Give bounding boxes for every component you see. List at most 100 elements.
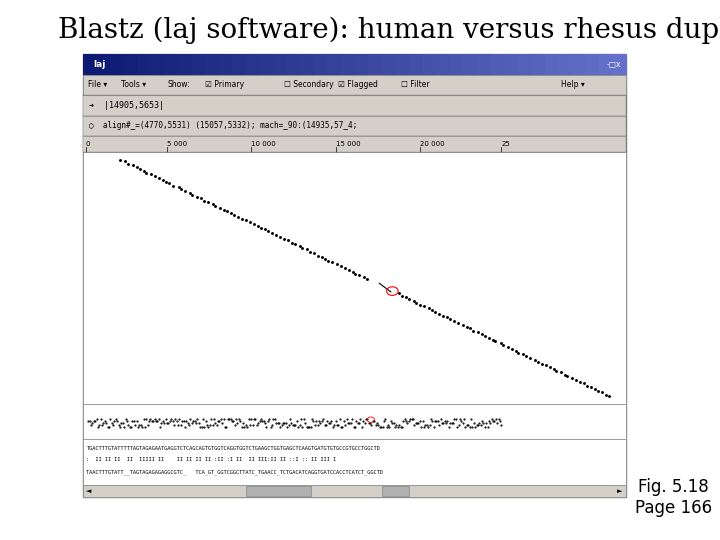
FancyBboxPatch shape xyxy=(531,54,546,75)
Point xyxy=(472,421,484,430)
Point xyxy=(352,419,364,428)
Point xyxy=(197,415,209,423)
Point xyxy=(196,423,207,432)
Point xyxy=(495,421,507,430)
Point xyxy=(157,417,168,426)
Point xyxy=(315,419,326,428)
Point xyxy=(341,415,352,423)
Point xyxy=(356,423,368,432)
Point xyxy=(241,423,253,432)
Point xyxy=(205,415,217,423)
Point xyxy=(436,419,448,428)
Point xyxy=(337,423,348,432)
Point xyxy=(403,417,415,426)
FancyBboxPatch shape xyxy=(83,404,626,439)
Point xyxy=(200,417,212,426)
Point xyxy=(255,224,266,232)
Point xyxy=(447,419,459,428)
Point xyxy=(312,251,324,260)
Text: 10 000: 10 000 xyxy=(251,141,276,147)
FancyBboxPatch shape xyxy=(83,439,626,485)
Point xyxy=(384,423,395,432)
Point xyxy=(186,191,198,199)
Point xyxy=(210,419,221,428)
Point xyxy=(492,419,503,428)
Point xyxy=(361,274,372,283)
Point xyxy=(130,421,141,430)
Point xyxy=(361,415,373,423)
Text: ◄: ◄ xyxy=(86,488,91,494)
Point xyxy=(114,423,126,432)
Point xyxy=(164,417,176,426)
Point xyxy=(94,421,105,430)
Point xyxy=(236,214,248,223)
Point xyxy=(282,236,293,245)
Text: 25: 25 xyxy=(501,141,510,147)
FancyBboxPatch shape xyxy=(314,54,328,75)
Point xyxy=(282,423,293,432)
Point xyxy=(406,415,418,423)
Point xyxy=(220,423,232,432)
Point xyxy=(367,417,379,426)
Point xyxy=(373,421,384,430)
Point xyxy=(236,423,248,432)
Point xyxy=(186,419,197,428)
Point xyxy=(408,421,420,430)
Point xyxy=(184,421,195,430)
Point xyxy=(336,423,347,432)
Text: ➜  |14905,5653|: ➜ |14905,5653| xyxy=(89,101,163,110)
Point xyxy=(550,367,562,375)
Point xyxy=(328,421,340,430)
Point xyxy=(297,423,308,432)
Point xyxy=(109,417,120,426)
Text: File ▾: File ▾ xyxy=(89,80,107,89)
FancyBboxPatch shape xyxy=(545,54,559,75)
Point xyxy=(342,419,354,428)
Point xyxy=(506,345,518,353)
Point xyxy=(143,417,155,426)
Point xyxy=(324,419,336,428)
Point xyxy=(217,419,228,428)
Point xyxy=(426,306,438,314)
Point xyxy=(581,381,593,390)
Point xyxy=(166,415,177,423)
FancyBboxPatch shape xyxy=(178,54,192,75)
Point xyxy=(96,421,108,430)
Text: Tools ▾: Tools ▾ xyxy=(121,80,146,89)
Point xyxy=(327,423,338,432)
Point xyxy=(222,207,233,215)
Point xyxy=(215,415,227,423)
Point xyxy=(444,315,456,323)
Point xyxy=(238,423,250,432)
Point xyxy=(92,423,104,432)
Point xyxy=(309,421,320,430)
Point xyxy=(433,309,445,318)
Point xyxy=(351,417,362,426)
Point xyxy=(518,350,529,359)
Point xyxy=(459,415,470,423)
Point xyxy=(330,417,341,426)
Point xyxy=(453,421,464,430)
Point xyxy=(256,417,268,426)
Point xyxy=(106,419,117,428)
Point xyxy=(259,419,271,428)
Point xyxy=(585,383,596,391)
Point xyxy=(259,225,271,234)
Point xyxy=(493,415,505,423)
Point xyxy=(414,417,426,426)
Point xyxy=(441,313,452,322)
Point xyxy=(334,415,346,423)
FancyBboxPatch shape xyxy=(83,54,626,497)
Point xyxy=(187,417,199,426)
Text: -□x: -□x xyxy=(606,60,621,69)
FancyBboxPatch shape xyxy=(273,54,287,75)
Point xyxy=(158,176,169,184)
Point xyxy=(218,415,230,423)
Point xyxy=(292,423,304,432)
Point xyxy=(461,421,472,430)
Point xyxy=(112,417,123,426)
Point xyxy=(520,352,531,361)
Point xyxy=(291,417,302,426)
Point xyxy=(476,329,487,338)
Point xyxy=(477,419,489,428)
